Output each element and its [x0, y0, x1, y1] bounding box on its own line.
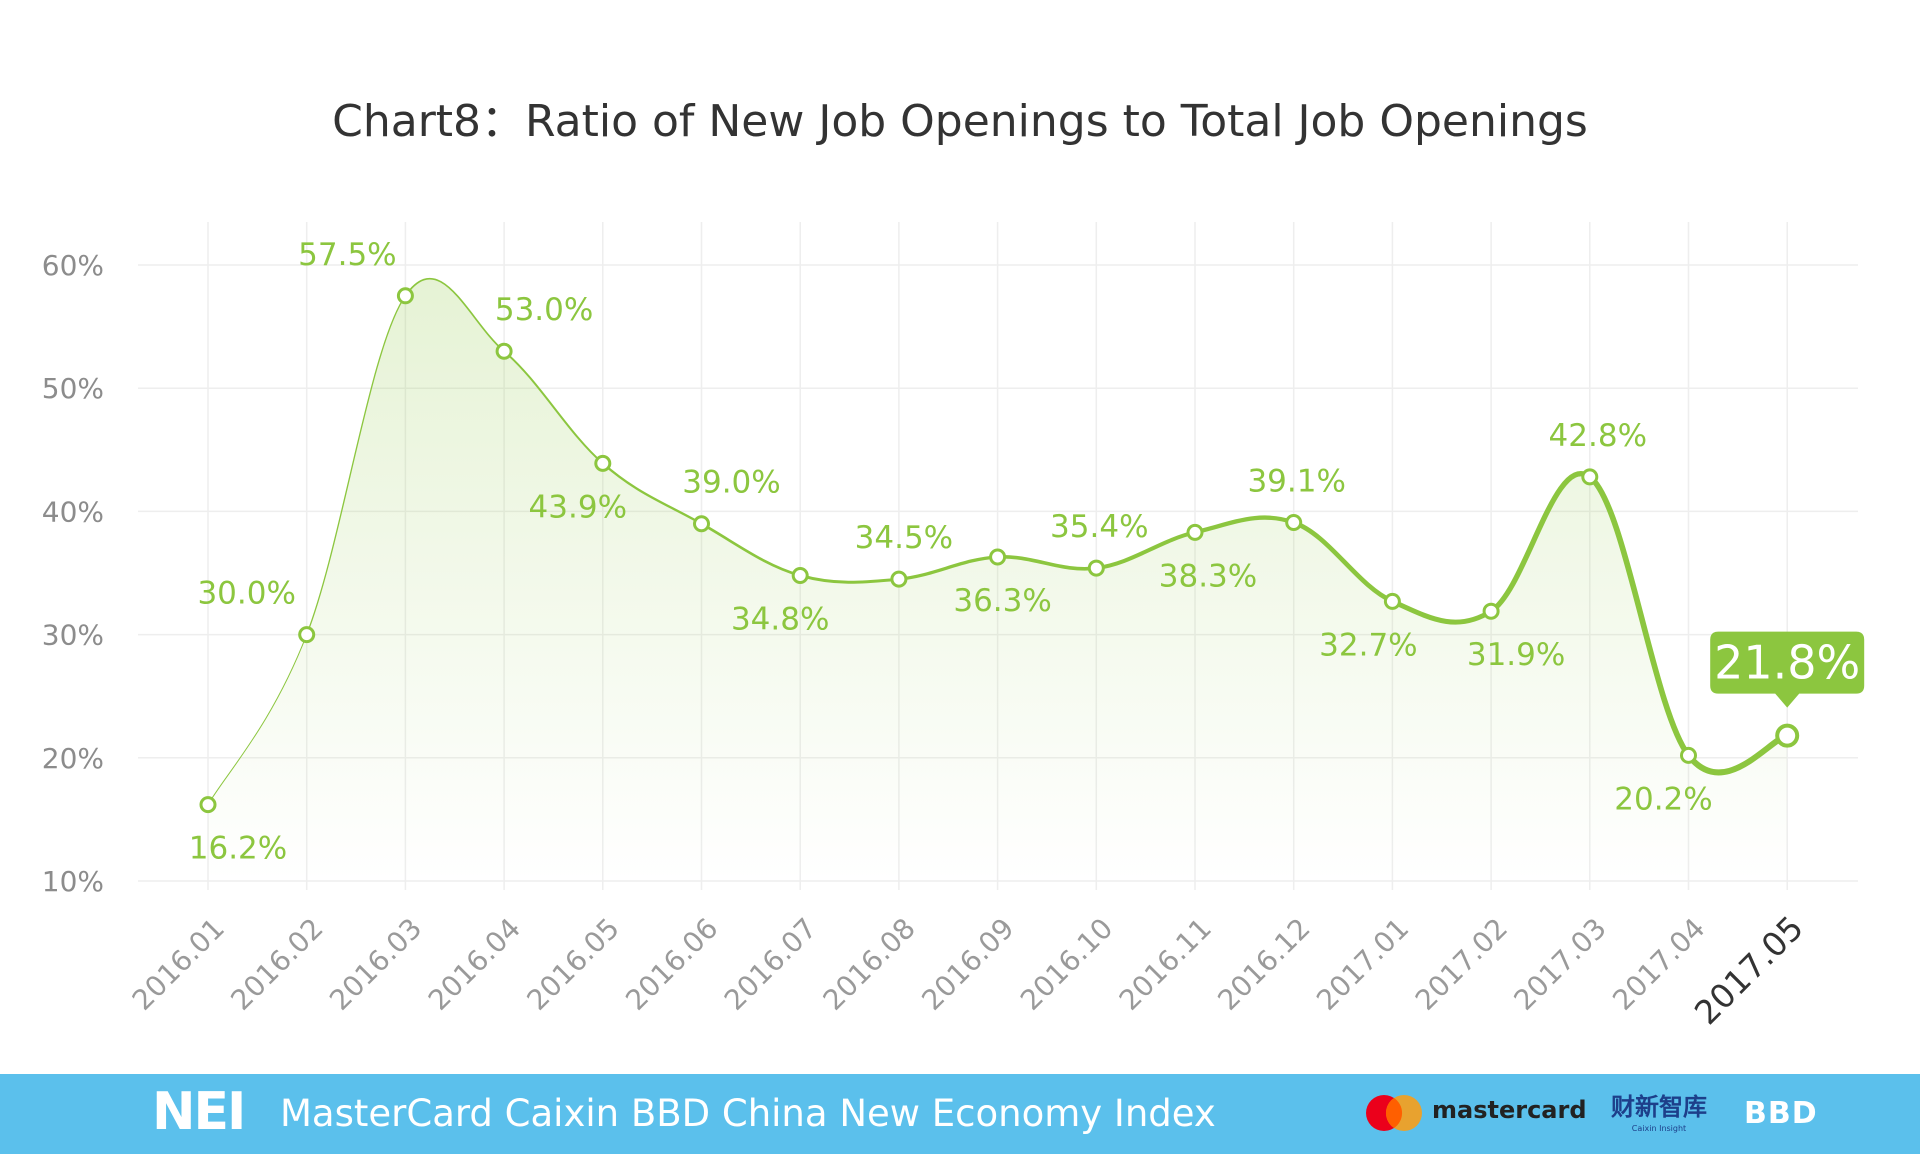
data-label: 42.8% [1549, 418, 1647, 454]
data-point [791, 566, 809, 584]
data-point [1680, 746, 1697, 764]
caixin-insight-subtitle: Caixin Insight [1631, 1124, 1687, 1133]
y-tick-label: 40% [42, 495, 104, 528]
data-point [1186, 523, 1204, 541]
data-point [594, 454, 612, 472]
data-label: 38.3% [1159, 558, 1257, 594]
highlight-callout-label: 21.8% [1714, 636, 1860, 690]
line-chart: 16.2% 30.0% 57.5% 53.0% 43.9% 39.0% 34.8% 34.5%… [42, 222, 1865, 1032]
y-tick-label: 60% [42, 249, 104, 282]
x-tick-label: 2016.10 [1014, 912, 1119, 1017]
data-point [890, 570, 908, 588]
x-tick-label: 2016.01 [126, 912, 231, 1017]
data-point [989, 548, 1007, 566]
x-tick-label: 2016.08 [817, 912, 922, 1017]
x-tick-label: 2016.02 [224, 912, 329, 1017]
data-label: 16.2% [189, 831, 287, 867]
series-line-segment [1291, 520, 1395, 604]
series-line-segment [897, 555, 1000, 581]
data-point [1285, 513, 1303, 531]
series-line-segment [1586, 474, 1692, 759]
series-line-segment [404, 278, 505, 353]
data-point [495, 342, 513, 360]
data-label: 31.9% [1467, 637, 1565, 673]
area-fill [208, 278, 1788, 881]
series-line-segment [1389, 598, 1494, 625]
series-line-segment [700, 522, 802, 577]
series-line-segment [306, 295, 407, 636]
data-label: 39.0% [682, 465, 780, 501]
x-tick-label: 2016.09 [915, 912, 1020, 1017]
series-line-segment [995, 555, 1099, 571]
caixin-insight-logo: 财新智库 [1611, 1093, 1707, 1121]
bbd-logo: BBD [1744, 1096, 1818, 1131]
y-tick-label: 30% [42, 619, 104, 652]
x-tick-label: 2017.02 [1409, 912, 1514, 1017]
y-tick-label: 50% [42, 372, 104, 405]
x-tick-label: 2016.03 [323, 912, 428, 1017]
data-label: 39.1% [1247, 463, 1345, 499]
data-point [1383, 592, 1401, 610]
highlight-callout [1710, 631, 1865, 708]
x-tick-label: 2017.01 [1310, 912, 1415, 1017]
series-line-segment [503, 350, 604, 465]
data-label: 35.4% [1050, 509, 1148, 545]
y-tick-label: 10% [42, 865, 104, 898]
data-point [298, 626, 316, 644]
data-label: 34.8% [731, 601, 829, 637]
data-point [1581, 468, 1599, 486]
x-tick-label: 2016.06 [619, 912, 724, 1017]
data-label: 43.9% [529, 489, 627, 525]
x-tick-label: 2016.05 [521, 912, 626, 1017]
data-label: 30.0% [197, 576, 295, 612]
data-point [396, 287, 414, 305]
data-label: 57.5% [298, 237, 396, 273]
x-tick-label: 2017.03 [1508, 912, 1613, 1017]
series-line-segment [1192, 515, 1296, 535]
data-label: 32.7% [1319, 627, 1417, 663]
data-label: 34.5% [855, 520, 953, 556]
series-line-segment [1488, 471, 1593, 614]
x-tick-label: 2016.11 [1113, 912, 1218, 1017]
data-label: 53.0% [495, 292, 593, 328]
index-name: MasterCard Caixin BBD China New Economy … [280, 1092, 1216, 1135]
data-label: 36.3% [953, 583, 1051, 619]
chart-title: Chart8：Ratio of New Job Openings to Tota… [332, 96, 1588, 147]
footer-banner: NEI MasterCard Caixin BBD China New Econ… [0, 1074, 1920, 1154]
data-point [1482, 602, 1500, 620]
data-point [1775, 723, 1800, 748]
series-line-segment [601, 462, 703, 525]
x-tick-label: 2016.07 [718, 912, 823, 1017]
x-tick-label: 2017.05 [1687, 908, 1811, 1032]
data-point [1087, 559, 1105, 577]
x-tick-label: 2016.04 [422, 912, 527, 1017]
nei-logo: NEI [152, 1082, 246, 1142]
data-point [199, 796, 217, 814]
data-label: 20.2% [1614, 781, 1712, 817]
y-tick-label: 20% [42, 742, 104, 775]
series-line-segment [798, 573, 901, 584]
mastercard-circles-icon [1366, 1095, 1422, 1131]
series-line-segment [1094, 530, 1197, 571]
series-line-segment [207, 634, 308, 806]
data-point [693, 515, 710, 533]
mastercard-wordmark: mastercard [1432, 1096, 1587, 1124]
x-tick-label: 2016.12 [1211, 912, 1316, 1017]
